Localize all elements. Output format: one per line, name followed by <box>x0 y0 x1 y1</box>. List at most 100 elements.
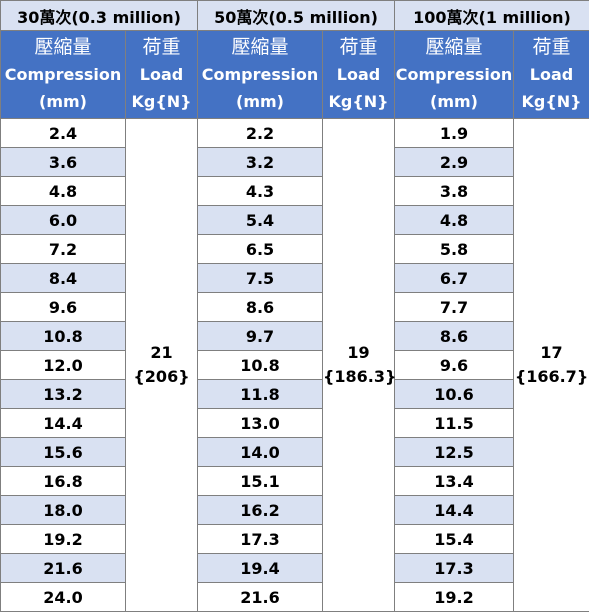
compression-cell: 4.8 <box>395 206 514 235</box>
compression-cell: 16.8 <box>1 467 126 496</box>
compression-cell: 6.7 <box>395 264 514 293</box>
compression-cell: 3.6 <box>1 148 126 177</box>
compression-cell: 19.2 <box>395 583 514 612</box>
compression-cell: 1.9 <box>395 119 514 148</box>
compression-cell: 21.6 <box>198 583 323 612</box>
compression-header-zh: 壓縮量 <box>395 34 513 61</box>
load-newton-value: {166.7} <box>514 365 589 389</box>
table-row: 16.8 15.1 13.4 <box>1 467 589 496</box>
compression-cell: 7.5 <box>198 264 323 293</box>
load-header-2: 荷重 Load Kg{N} <box>514 31 589 119</box>
compression-cell: 17.3 <box>395 554 514 583</box>
compression-cell: 14.0 <box>198 438 323 467</box>
table-row: 21.6 19.4 17.3 <box>1 554 589 583</box>
compression-cell: 2.2 <box>198 119 323 148</box>
compression-cell: 8.6 <box>395 322 514 351</box>
compression-cell: 16.2 <box>198 496 323 525</box>
table-row: 10.8 9.7 8.6 <box>1 322 589 351</box>
load-header-en: Load <box>514 61 589 88</box>
compression-cell: 5.8 <box>395 235 514 264</box>
table-row: 15.6 14.0 12.5 <box>1 438 589 467</box>
compression-header-zh: 壓縮量 <box>1 34 125 61</box>
load-kg-value: 21 <box>126 341 197 365</box>
load-header-zh: 荷重 <box>514 34 589 61</box>
compression-cell: 12.0 <box>1 351 126 380</box>
load-header-unit: Kg{N} <box>323 88 394 115</box>
compression-cell: 9.7 <box>198 322 323 351</box>
compression-cell: 8.4 <box>1 264 126 293</box>
compression-cell: 24.0 <box>1 583 126 612</box>
compression-cell: 15.6 <box>1 438 126 467</box>
compression-cell: 7.7 <box>395 293 514 322</box>
compression-cell: 8.6 <box>198 293 323 322</box>
compression-cell: 11.8 <box>198 380 323 409</box>
compression-cell: 19.2 <box>1 525 126 554</box>
compression-header-1: 壓縮量 Compression (mm) <box>198 31 323 119</box>
compression-header-en: Compression <box>395 61 513 88</box>
table-row: 19.2 17.3 15.4 <box>1 525 589 554</box>
compression-cell: 13.2 <box>1 380 126 409</box>
compression-cell: 21.6 <box>1 554 126 583</box>
group-header-row: 30萬次(0.3 million) 50萬次(0.5 million) 100萬… <box>1 1 589 31</box>
compression-cell: 9.6 <box>1 293 126 322</box>
load-cell: 17{166.7} <box>514 119 589 612</box>
compression-header-zh: 壓縮量 <box>198 34 322 61</box>
compression-cell: 17.3 <box>198 525 323 554</box>
compression-cell: 13.4 <box>395 467 514 496</box>
load-newton-value: {206} <box>126 365 197 389</box>
compression-cell: 15.1 <box>198 467 323 496</box>
load-cell: 19{186.3} <box>323 119 395 612</box>
compression-header-unit: (mm) <box>1 88 125 115</box>
compression-cell: 10.8 <box>1 322 126 351</box>
compression-header-unit: (mm) <box>198 88 322 115</box>
compression-cell: 12.5 <box>395 438 514 467</box>
compression-cell: 19.4 <box>198 554 323 583</box>
compression-cell: 10.8 <box>198 351 323 380</box>
compression-cell: 14.4 <box>1 409 126 438</box>
compression-header-en: Compression <box>198 61 322 88</box>
compression-cell: 13.0 <box>198 409 323 438</box>
table-row: 13.2 11.8 10.6 <box>1 380 589 409</box>
load-header-zh: 荷重 <box>126 34 197 61</box>
compression-cell: 11.5 <box>395 409 514 438</box>
load-newton-value: {186.3} <box>323 365 394 389</box>
compression-cell: 10.6 <box>395 380 514 409</box>
group-title-2: 100萬次(1 million) <box>395 1 589 31</box>
compression-cell: 9.6 <box>395 351 514 380</box>
compression-header-2: 壓縮量 Compression (mm) <box>395 31 514 119</box>
load-header-1: 荷重 Load Kg{N} <box>323 31 395 119</box>
load-kg-value: 17 <box>514 341 589 365</box>
compression-cell: 4.8 <box>1 177 126 206</box>
load-kg-value: 19 <box>323 341 394 365</box>
compression-cell: 4.3 <box>198 177 323 206</box>
compression-header-0: 壓縮量 Compression (mm) <box>1 31 126 119</box>
table-row: 3.6 3.2 2.9 <box>1 148 589 177</box>
compression-cell: 3.8 <box>395 177 514 206</box>
compression-cell: 14.4 <box>395 496 514 525</box>
compression-cell: 2.9 <box>395 148 514 177</box>
compression-header-unit: (mm) <box>395 88 513 115</box>
load-header-unit: Kg{N} <box>126 88 197 115</box>
group-title-0: 30萬次(0.3 million) <box>1 1 198 31</box>
load-header-unit: Kg{N} <box>514 88 589 115</box>
compression-cell: 15.4 <box>395 525 514 554</box>
load-header-zh: 荷重 <box>323 34 394 61</box>
load-header-en: Load <box>126 61 197 88</box>
load-header-en: Load <box>323 61 394 88</box>
table-row: 4.8 4.3 3.8 <box>1 177 589 206</box>
column-header-row: 壓縮量 Compression (mm) 荷重 Load Kg{N} 壓縮量 C… <box>1 31 589 119</box>
table-row: 12.0 10.8 9.6 <box>1 351 589 380</box>
compression-cell: 3.2 <box>198 148 323 177</box>
compression-header-en: Compression <box>1 61 125 88</box>
compression-cell: 6.0 <box>1 206 126 235</box>
table-row: 14.4 13.0 11.5 <box>1 409 589 438</box>
table-row: 9.6 8.6 7.7 <box>1 293 589 322</box>
table-row: 8.4 7.5 6.7 <box>1 264 589 293</box>
compression-cell: 7.2 <box>1 235 126 264</box>
